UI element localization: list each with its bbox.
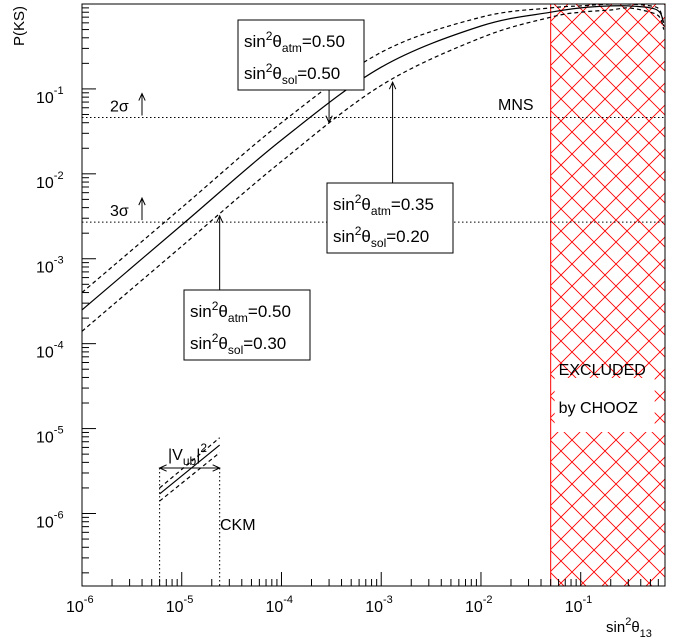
series-line-2 xyxy=(82,7,665,332)
param-text-2-1: sin2θsol=0.30 xyxy=(190,331,286,357)
excluded-label-bg xyxy=(554,378,655,432)
ckm-arrow-left-head xyxy=(158,464,167,472)
sigma-lines: 2σ 3σ xyxy=(82,92,665,223)
curves xyxy=(82,4,665,332)
param-box-0 xyxy=(237,19,365,91)
y-tick-label-1: 10-5 xyxy=(36,425,64,447)
excluded-label-0: EXCLUDED xyxy=(559,362,646,379)
x-tick-label-4: 10-2 xyxy=(465,594,493,616)
x-tick-label-5: 10-1 xyxy=(565,594,593,616)
excluded-hatch xyxy=(550,4,665,586)
ckm-arrow-right-head xyxy=(212,464,221,472)
ckm-label: CKM xyxy=(220,517,256,534)
y-tick-label-5: 10-1 xyxy=(36,85,64,107)
y-tick-label-2: 10-4 xyxy=(36,340,64,362)
param-box-2 xyxy=(183,289,311,361)
ckm-band: |Vub|2 CKM xyxy=(158,437,256,586)
x-axis: 10-6 10-5 10-4 10-3 10-2 10-1 xyxy=(66,572,659,616)
x-tick-label-0: 10-6 xyxy=(66,594,94,616)
param-text-2-0: sin2θatm=0.50 xyxy=(190,299,291,325)
param-text-1-0: sin2θatm=0.35 xyxy=(333,192,434,218)
series-line-0 xyxy=(82,5,665,311)
param-text-1-1: sin2θsol=0.20 xyxy=(333,224,429,250)
param-arrow-1-head xyxy=(388,80,397,90)
annotations: MNS sin2θatm=0.50 sin2θsol=0.50 sin2θatm=0.… xyxy=(183,19,534,361)
sigma-arrow-0-head xyxy=(138,92,146,101)
excluded-region: EXCLUDED by CHOOZ xyxy=(550,4,665,586)
x-tick-label-1: 10-5 xyxy=(166,594,194,616)
param-text-0-0: sin2θatm=0.50 xyxy=(244,29,345,55)
ckm-upper-line xyxy=(159,437,221,489)
y-tick-label-4: 10-2 xyxy=(36,170,64,192)
param-arrow-2-head xyxy=(216,214,224,224)
y-axis-label: P(KS) xyxy=(11,6,28,46)
excluded-label-1: by CHOOZ xyxy=(559,400,638,417)
x-tick-label-3: 10-3 xyxy=(365,594,393,616)
param-text-0-1: sin2θsol=0.50 xyxy=(244,61,340,87)
series-line-1 xyxy=(82,4,665,293)
mns-label: MNS xyxy=(498,97,534,114)
ckm-lower-line xyxy=(159,452,221,502)
x-axis-label: sin2θ13 xyxy=(606,616,652,640)
plot-frame xyxy=(81,3,666,587)
sigma-label-1: 3σ xyxy=(110,203,129,220)
vub-label: |Vub|2 xyxy=(168,441,207,468)
sigma-label-0: 2σ xyxy=(110,99,129,116)
x-tick-label-2: 10-4 xyxy=(265,594,293,616)
param-arrow-0-head xyxy=(325,115,333,124)
param-box-1 xyxy=(326,182,454,254)
sigma-arrow-1-head xyxy=(138,196,146,206)
y-axis: 10-6 10-5 10-4 10-3 10-2 10-1 xyxy=(36,7,96,574)
y-tick-label-0: 10-6 xyxy=(36,509,64,531)
ckm-central-line xyxy=(159,444,221,495)
y-tick-label-3: 10-3 xyxy=(36,255,64,277)
